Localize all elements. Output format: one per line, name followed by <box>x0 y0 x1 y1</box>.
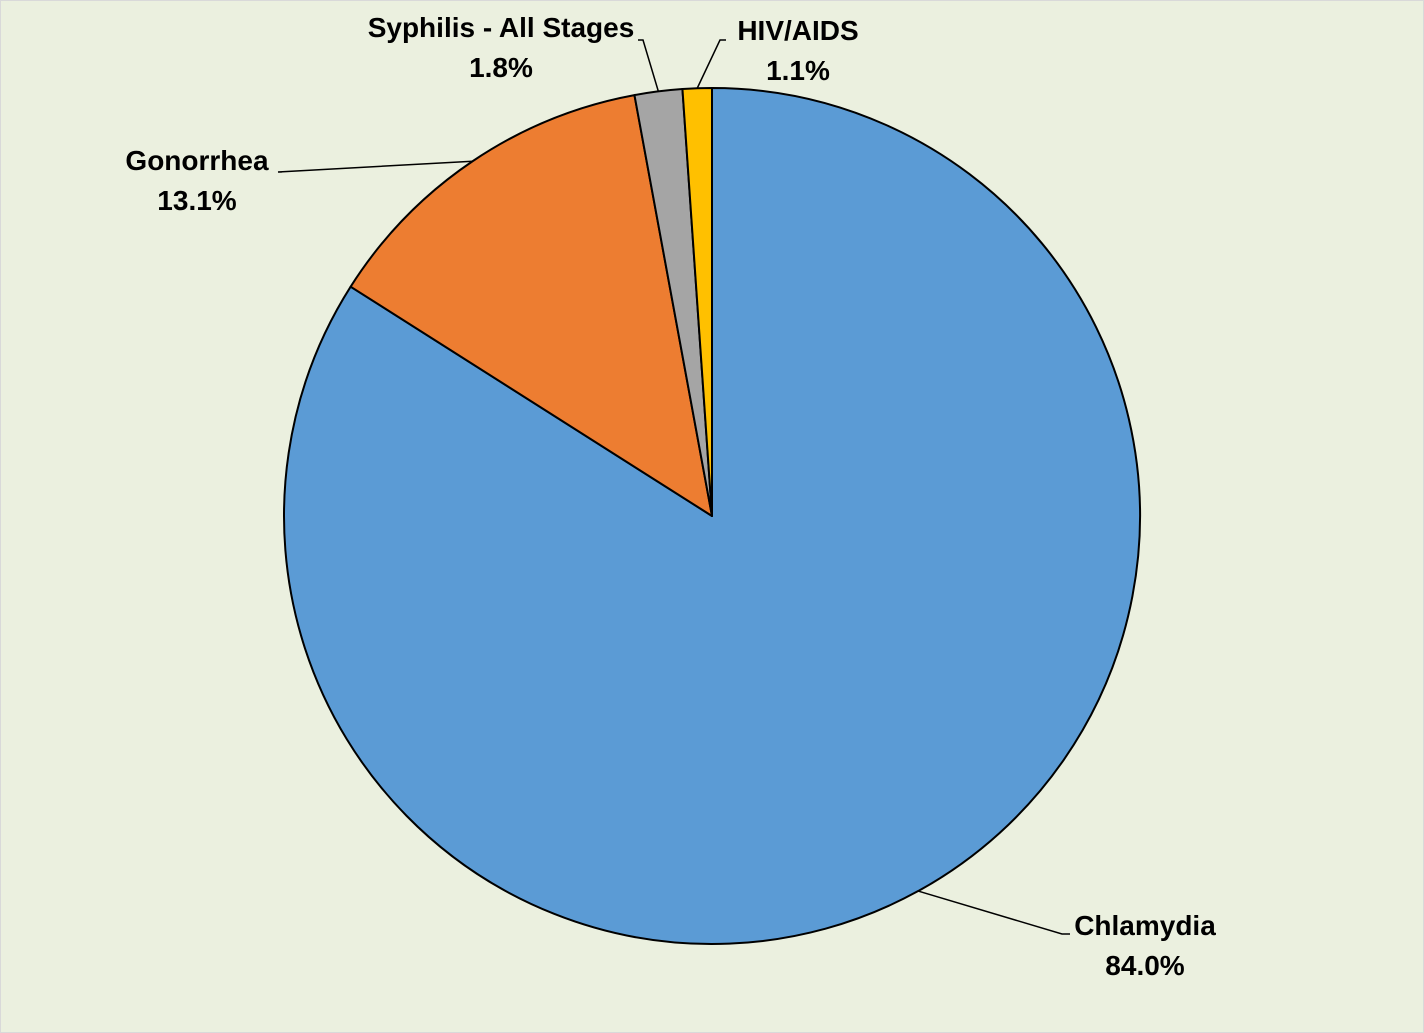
label-syphilis-name: Syphilis - All Stages <box>368 12 635 43</box>
label-hiv-aids-value: 1.1% <box>766 55 830 86</box>
pie-slice-gonorrhea <box>349 94 713 517</box>
leader-line-chlamydia <box>917 890 1070 935</box>
data-labels: Chlamydia 84.0% Gonorrhea 13.1% Syphilis… <box>125 12 1216 981</box>
label-gonorrhea-name: Gonorrhea <box>125 145 269 176</box>
label-hiv-aids-name: HIV/AIDS <box>737 15 858 46</box>
label-chlamydia-value: 84.0% <box>1105 950 1184 981</box>
pie-slice-hiv-aids <box>681 87 713 517</box>
leader-line-gonorrhea <box>277 160 473 173</box>
label-gonorrhea-value: 13.1% <box>157 185 236 216</box>
label-chlamydia-name: Chlamydia <box>1074 910 1216 941</box>
leader-line-hiv-aids <box>696 39 726 89</box>
leader-line-syphilis-all-stages <box>638 39 660 92</box>
leader-lines <box>277 39 1070 935</box>
pie-slices <box>283 87 1141 945</box>
label-syphilis-value: 1.8% <box>469 52 533 83</box>
